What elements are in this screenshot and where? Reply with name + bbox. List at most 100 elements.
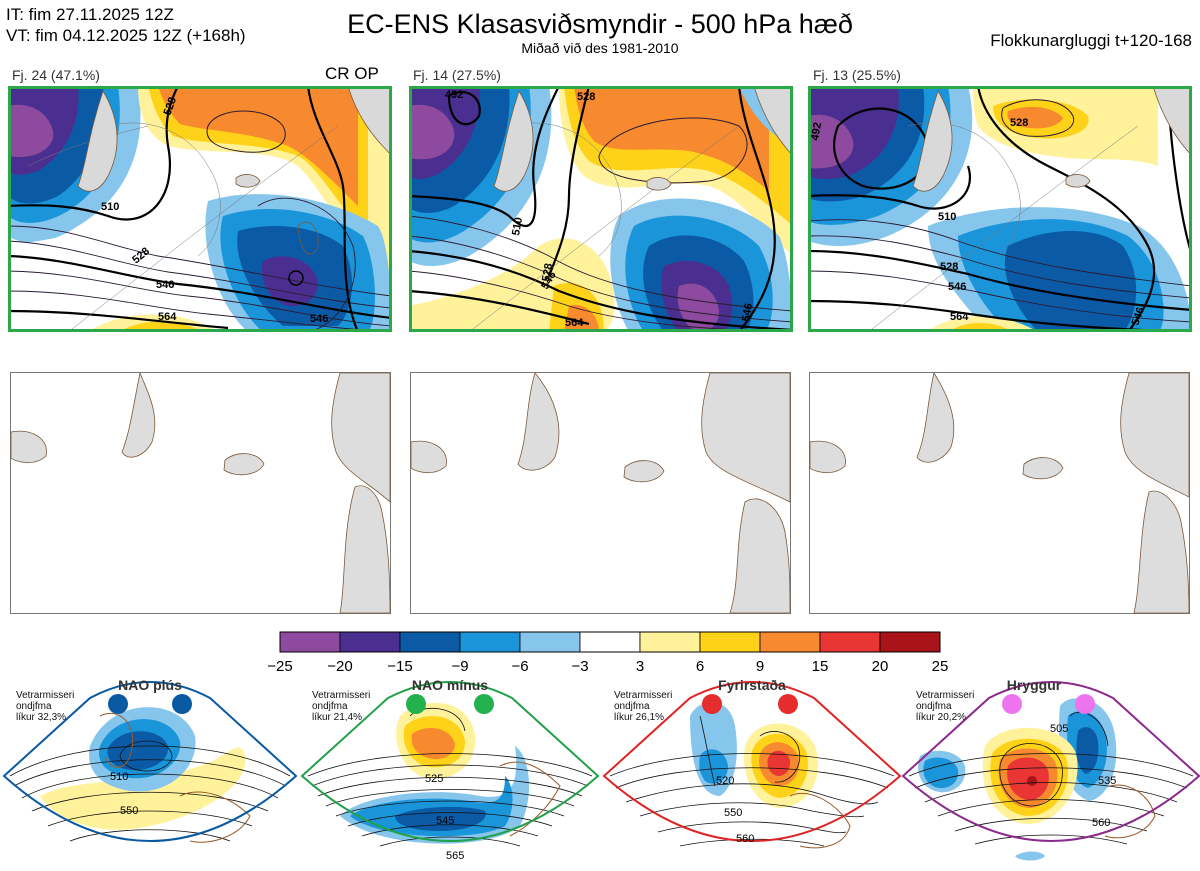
regime-contour-label: 525 (425, 773, 443, 785)
colorbar-tick-label: −25 (267, 658, 292, 675)
page-subtitle: Miðað við des 1981-2010 (521, 40, 679, 56)
regime-note: Vetrarmisseri (16, 690, 74, 701)
weather-regimes: NAO plús Vetrarmisseri ondjfma líkur 32,… (2, 677, 1200, 862)
initial-time: IT: fim 27.11.2025 12Z (6, 5, 174, 24)
cluster-1-label: Fj. 24 (47.1%) (12, 67, 100, 83)
cluster-1-highlight-frame (8, 86, 392, 332)
regime-note: Vetrarmisseri (916, 690, 974, 701)
cluster-3-contour-label: 564 (950, 311, 969, 323)
regime-marker-dot (702, 694, 722, 714)
classification-window: Flokkunargluggi t+120-168 (990, 31, 1192, 50)
regime-note: Vetrarmisseri (312, 690, 370, 701)
regime-contour-label: 550 (724, 807, 742, 819)
regime-note: ondjfma (312, 701, 348, 712)
regime-marker-dot (778, 694, 798, 714)
regime-title: Hryggur (1007, 677, 1062, 693)
cluster-3-map[interactable]: 492 510 528 546 564 546 528 (808, 86, 1192, 332)
colorbar-swatch (639, 631, 701, 653)
colorbar-tick-label: −9 (451, 658, 468, 675)
regime-note: líkur 26,1% (614, 712, 664, 723)
cluster-2-highlight-frame (409, 86, 793, 332)
cluster-2-contour-label: 492 (445, 89, 463, 101)
empty-map-panel (410, 372, 791, 614)
regime-contour-label: 545 (436, 815, 454, 827)
regime-contour-label: 560 (1092, 817, 1110, 829)
colorbar-swatch (579, 631, 641, 653)
regime-marker-dot (474, 694, 494, 714)
colorbar-swatch (339, 631, 401, 653)
cluster-3-contour-label: 528 (940, 261, 958, 273)
regime-blocking[interactable]: Fyrirstaða Vetrarmisseri ondjfma líkur 2… (602, 677, 902, 849)
regime-title: NAO mínus (412, 677, 488, 693)
regime-marker-dot (1075, 694, 1095, 714)
regime-title: NAO plús (118, 677, 182, 693)
colorbar-swatch (279, 631, 341, 653)
regime-nao-plus[interactable]: NAO plús Vetrarmisseri ondjfma líkur 32,… (2, 677, 298, 843)
colorbar: −25 −20 −15 −9 −6 −3 3 6 9 15 20 25 (267, 631, 949, 675)
cluster-2-contour-label: 528 (540, 262, 555, 282)
empty-map-panel (809, 372, 1190, 614)
cluster-3-contour-label: 546 (1130, 306, 1148, 327)
regime-nao-minus[interactable]: NAO mínus Vetrarmisseri ondjfma líkur 21… (300, 677, 600, 862)
colorbar-swatch (759, 631, 821, 653)
regime-ridge[interactable]: Hryggur Vetrarmisseri ondjfma líkur 20,2… (901, 677, 1200, 861)
cluster-3-contour-label: 546 (948, 281, 966, 293)
colorbar-tick-label: 20 (872, 658, 889, 675)
empty-map-panel (10, 372, 391, 614)
colorbar-swatch (399, 631, 461, 653)
cluster-1-contour-label: 528 (162, 96, 180, 117)
cluster-1-contour-label: 510 (101, 201, 119, 213)
cluster-3-label: Fj. 13 (25.5%) (813, 67, 901, 83)
header-left: IT: fim 27.11.2025 12Z VT: fim 04.12.202… (6, 4, 246, 46)
regime-contour-label: 565 (446, 850, 464, 862)
colorbar-swatch (699, 631, 761, 653)
cluster-3-contour-label: 510 (938, 211, 956, 223)
cluster-1-contour-label: 546 (156, 279, 174, 291)
regime-note: líkur 32,3% (16, 712, 66, 723)
colorbar-tick-label: 6 (696, 658, 704, 675)
regime-contour-label: 510 (110, 771, 128, 783)
regime-marker-dot (1002, 694, 1022, 714)
colorbar-tick-label: 15 (812, 658, 829, 675)
regime-note: Vetrarmisseri (614, 690, 672, 701)
colorbar-swatch (879, 631, 941, 653)
regime-title: Fyrirstaða (718, 677, 786, 693)
colorbar-tick-label: 3 (636, 658, 644, 675)
colorbar-tick-label: 25 (932, 658, 949, 675)
cluster-3-contour-label: 528 (1010, 117, 1028, 129)
colorbar-swatch (519, 631, 581, 653)
regime-marker-dot (406, 694, 426, 714)
colorbar-swatch (459, 631, 521, 653)
regime-note: ondjfma (614, 701, 650, 712)
colorbar-tick-label: −3 (571, 658, 588, 675)
regime-note: ondjfma (16, 701, 52, 712)
cluster-1-contour-label: 546 (310, 313, 328, 325)
regime-contour-label: 505 (1050, 723, 1068, 735)
cluster-2-map[interactable]: 492 510 528 546 564 546 528 (409, 86, 793, 332)
regime-marker-dot (172, 694, 192, 714)
valid-time: VT: fim 04.12.2025 12Z (+168h) (6, 26, 246, 45)
regime-note: líkur 21,4% (312, 712, 362, 723)
colorbar-swatch (819, 631, 881, 653)
cluster-2-contour-label: 528 (577, 91, 595, 103)
colorbar-tick-label: −15 (387, 658, 412, 675)
regime-note: ondjfma (916, 701, 952, 712)
regime-contour-label: 550 (120, 805, 138, 817)
regime-contour-label: 520 (716, 775, 734, 787)
cluster-2-contour-label: 564 (565, 317, 584, 329)
cluster-1-badge: CR OP (325, 64, 379, 83)
cluster-1-map[interactable]: 510 528 546 564 546 528 (8, 86, 392, 332)
cluster-2-contour-label: 546 (740, 302, 755, 322)
colorbar-tick-label: −6 (511, 658, 528, 675)
cluster-2-label: Fj. 14 (27.5%) (413, 67, 501, 83)
regime-contour-label: 560 (736, 833, 754, 845)
cluster-2-contour-label: 510 (510, 216, 525, 236)
regime-note: líkur 20,2% (916, 712, 966, 723)
cluster-1-contour-label: 564 (158, 311, 177, 323)
regime-contour-label: 535 (1098, 775, 1116, 787)
colorbar-tick-label: −20 (327, 658, 352, 675)
cluster-3-contour-label: 492 (809, 121, 824, 141)
cluster-3-highlight-frame (808, 86, 1192, 332)
page-title: EC-ENS Klasasviðsmyndir - 500 hPa hæð (347, 9, 853, 39)
colorbar-tick-label: 9 (756, 658, 764, 675)
